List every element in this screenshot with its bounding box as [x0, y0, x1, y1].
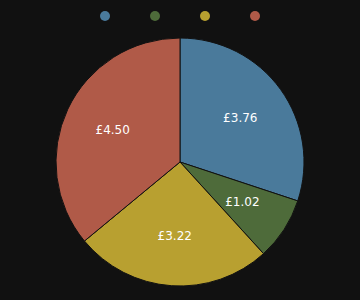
- slices: [56, 38, 304, 286]
- legend-marker: [250, 11, 260, 21]
- chart: £3.76 £1.02 £3.22 £4.50: [0, 0, 360, 300]
- data-labels: £3.76 £1.02 £3.22 £4.50: [96, 111, 260, 243]
- data-label: £3.76: [223, 111, 257, 125]
- legend-marker: [200, 11, 210, 21]
- background: [0, 0, 360, 300]
- pie-slice: [56, 38, 180, 241]
- data-label: £1.02: [225, 195, 259, 209]
- legend-marker: [150, 11, 160, 21]
- data-label: £4.50: [96, 123, 130, 137]
- legend: [100, 11, 260, 21]
- data-label: £3.22: [158, 229, 192, 243]
- legend-marker: [100, 11, 110, 21]
